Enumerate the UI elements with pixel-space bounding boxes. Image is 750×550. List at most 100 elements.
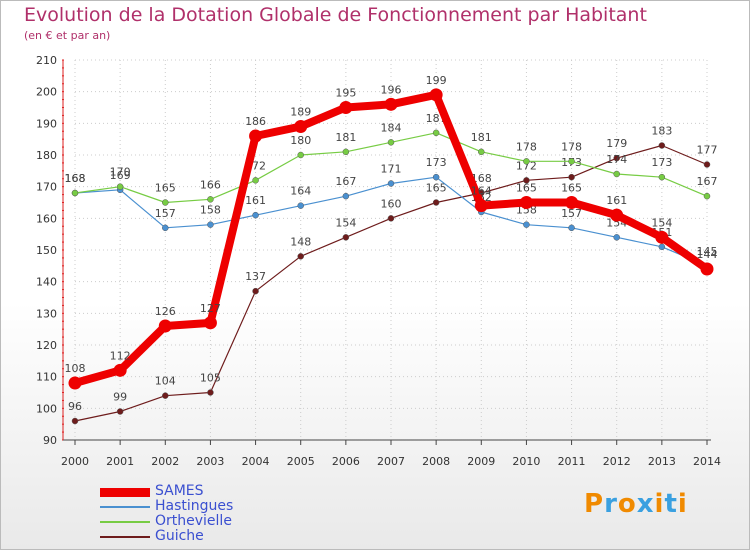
data-label: 195 [335,87,356,100]
data-point [339,101,353,114]
data-point [162,199,169,206]
data-label: 168 [65,172,86,185]
data-point [610,208,624,222]
y-tick-label: 100 [36,402,57,415]
data-label: 170 [110,166,131,179]
x-tick-label: 2010 [512,455,540,468]
data-point [568,173,575,181]
y-tick-label: 90 [43,434,57,447]
data-label: 189 [290,106,311,119]
data-label: 164 [290,185,311,198]
x-tick-label: 2009 [467,455,495,468]
data-label: 112 [110,349,131,362]
data-point [703,161,711,168]
data-label: 181 [471,131,492,144]
data-point [71,417,79,425]
x-tick-label: 2007 [377,455,405,468]
data-label: 160 [381,197,402,210]
data-label: 169 [110,169,131,182]
data-point [523,177,530,184]
data-label: 164 [471,185,492,198]
legend-label: Guiche [155,528,204,544]
data-label: 157 [561,207,582,220]
data-point [71,189,79,197]
x-tick-label: 2005 [287,455,315,468]
data-label: 165 [561,182,582,195]
data-point [565,196,579,209]
data-label: 179 [606,137,627,150]
logo-letter: P [584,489,605,519]
legend-label: SAMES [155,483,204,499]
y-tick-label: 190 [36,117,57,130]
legend-swatch [100,521,150,523]
data-label: 137 [245,270,266,283]
data-point [703,192,711,200]
data-label: 165 [516,182,537,195]
data-label: 177 [697,144,718,157]
data-label: 161 [606,194,627,207]
y-tick-label: 160 [36,212,57,225]
logo-letter: r [604,489,618,519]
data-label: 183 [651,125,672,138]
data-label: 174 [606,153,627,166]
data-label: 199 [426,74,447,87]
logo-letter: i [677,489,688,519]
data-label: 178 [561,140,582,153]
x-tick-label: 2002 [151,455,179,468]
x-tick-label: 2003 [196,455,224,468]
x-tick-label: 2014 [693,455,721,468]
data-point [116,408,124,415]
data-label: 180 [290,134,311,147]
legend-swatch [100,506,150,508]
x-tick-label: 2001 [106,455,134,468]
data-point [113,363,127,377]
data-point [387,139,395,146]
data-point [387,215,395,222]
data-point [432,199,440,206]
data-label: 173 [651,156,672,169]
y-tick-label: 110 [36,371,57,384]
data-point [658,243,666,251]
data-label: 186 [245,115,266,128]
data-label: 165 [426,182,447,195]
proxiti-logo: Proxiti [584,489,688,519]
chart-title: Evolution de la Dotation Globale de Fonc… [24,4,647,26]
data-point [252,177,259,184]
data-label: 168 [65,172,86,185]
legend-swatch [100,487,150,497]
data-point [162,224,169,232]
chart-subtitle: (en € et par an) [24,29,111,42]
data-label: 144 [697,248,718,261]
data-point [158,319,172,333]
x-tick-label: 2012 [603,455,631,468]
data-label: 181 [335,131,356,144]
data-label: 127 [200,302,221,315]
data-label: 184 [381,121,402,134]
data-point [342,148,350,156]
data-point [207,389,214,396]
y-tick-label: 130 [36,307,57,320]
data-label: 148 [290,235,311,248]
y-tick-label: 140 [36,276,57,289]
data-point [432,173,440,181]
data-point [249,129,263,143]
data-label: 167 [335,175,356,188]
legend-label: Hastingues [155,498,234,514]
data-point [68,376,82,390]
data-point [252,287,259,295]
data-label: 171 [381,163,402,176]
x-tick-label: 2008 [422,455,450,468]
data-label: 96 [68,400,82,413]
data-label: 154 [335,216,356,229]
y-tick-label: 150 [36,244,57,257]
legend-swatch [100,536,150,538]
data-label: 157 [155,207,176,220]
logo-letter: x [636,489,655,519]
x-tick-label: 2006 [332,455,360,468]
x-tick-label: 2004 [242,455,270,468]
data-point [523,221,530,228]
data-label: 126 [155,305,176,318]
data-label: 161 [245,194,266,207]
data-label: 165 [155,182,176,195]
data-label: 166 [200,178,221,191]
